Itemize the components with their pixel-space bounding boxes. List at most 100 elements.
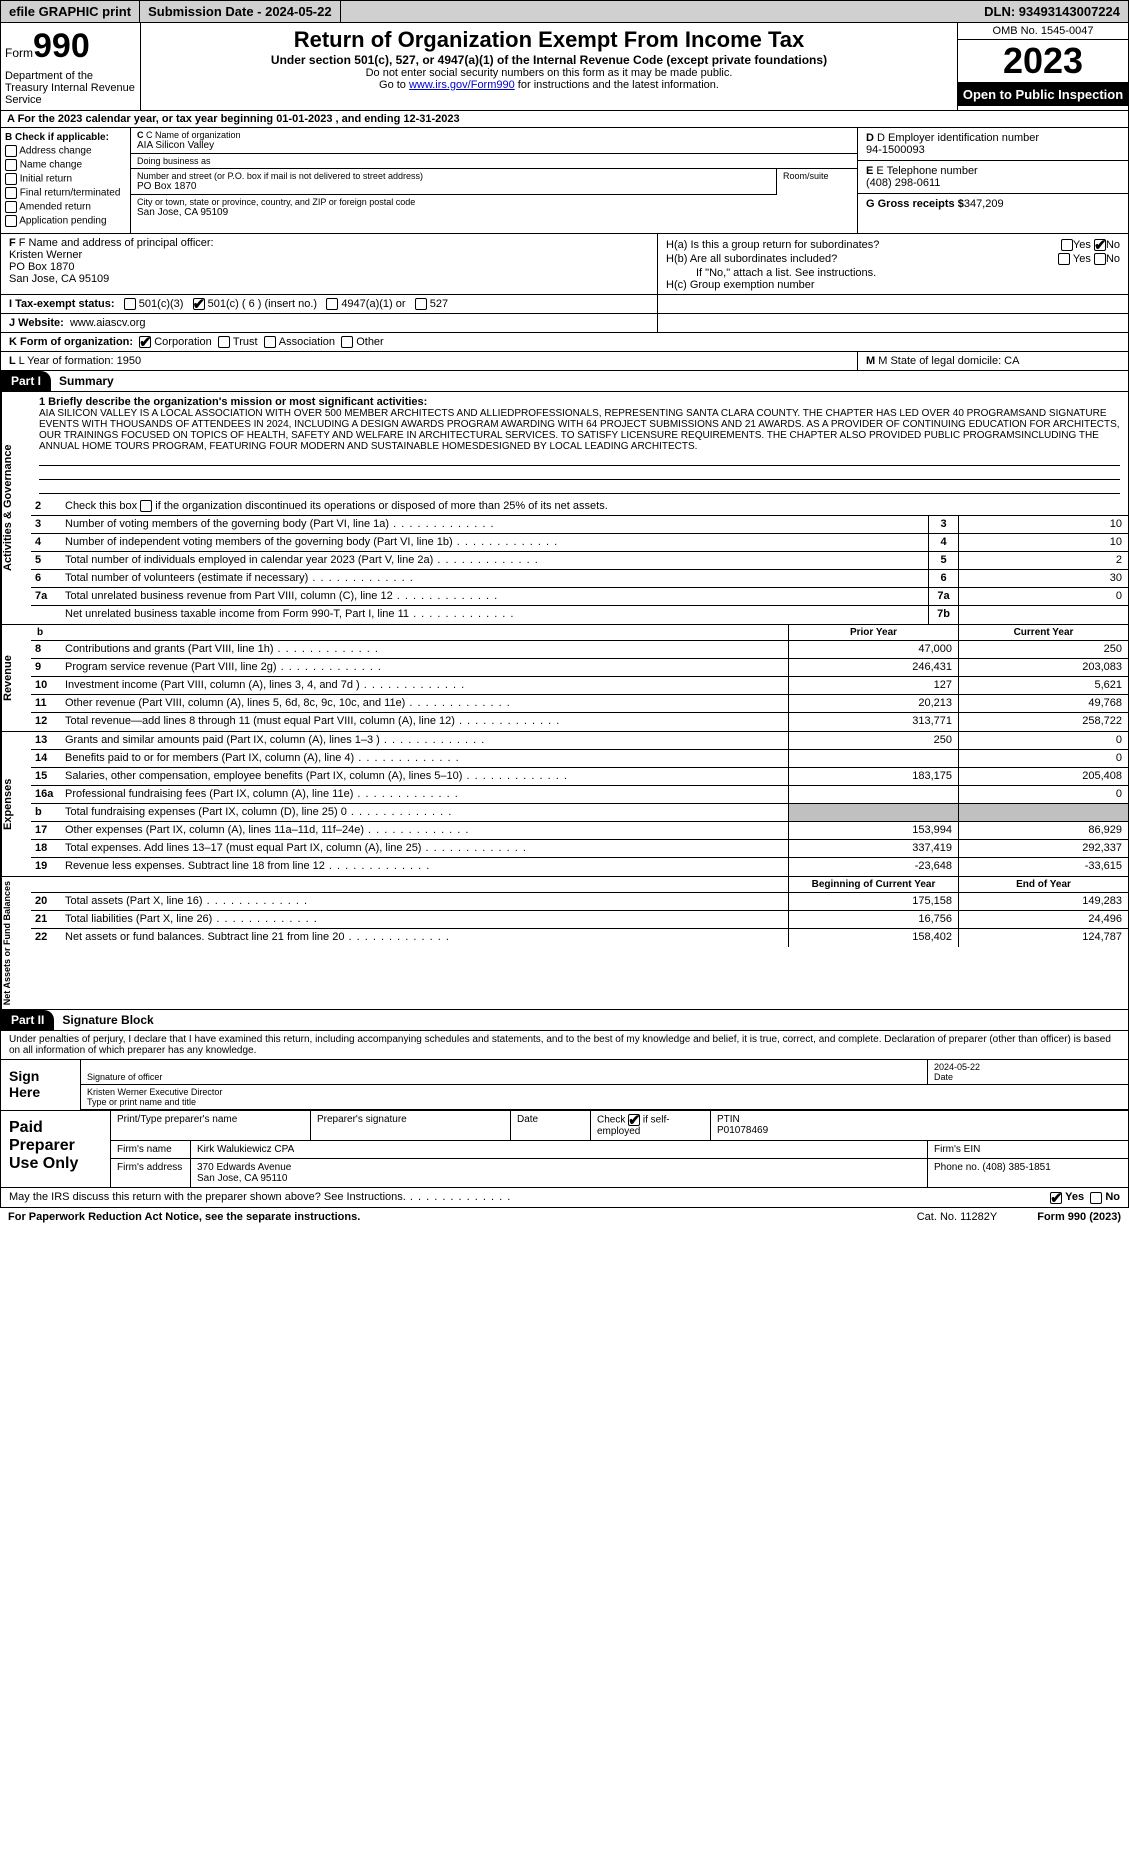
irs-discuss-question: May the IRS discuss this return with the… [0, 1188, 1129, 1207]
hc-label: H(c) Group exemption number [666, 279, 1120, 291]
ha-label: H(a) Is this a group return for subordin… [666, 239, 879, 251]
title-block: Return of Organization Exempt From Incom… [141, 23, 958, 110]
chk-other[interactable] [341, 336, 353, 348]
chk-trust[interactable] [218, 336, 230, 348]
chk-name-change[interactable]: Name change [5, 159, 126, 171]
table-row: 8 Contributions and grants (Part VIII, l… [31, 641, 1128, 659]
expenses-label: Expenses [1, 732, 31, 876]
prep-sig-hdr: Preparer's signature [311, 1111, 511, 1140]
tax-year: 2023 [958, 40, 1128, 83]
line-text: Total revenue—add lines 8 through 11 (mu… [61, 713, 788, 731]
line-text: Total fundraising expenses (Part IX, col… [61, 804, 788, 821]
table-row: 12 Total revenue—add lines 8 through 11 … [31, 713, 1128, 731]
current-value: 124,787 [958, 929, 1128, 947]
chk-assoc[interactable] [264, 336, 276, 348]
current-value: 5,621 [958, 677, 1128, 694]
footer: For Paperwork Reduction Act Notice, see … [0, 1208, 1129, 1226]
form-title: Return of Organization Exempt From Incom… [149, 27, 949, 53]
table-row: 10 Investment income (Part VIII, column … [31, 677, 1128, 695]
signature-block: Under penalties of perjury, I declare th… [0, 1031, 1129, 1111]
revenue-label: Revenue [1, 625, 31, 731]
table-row: 16a Professional fundraising fees (Part … [31, 786, 1128, 804]
expenses-section: Expenses 13 Grants and similar amounts p… [0, 732, 1129, 877]
officer-street: PO Box 1870 [9, 261, 649, 273]
omb-number: OMB No. 1545-0047 [958, 23, 1128, 40]
sig-officer-label: Signature of officer [87, 1072, 162, 1082]
col-f: F F Name and address of principal office… [1, 234, 658, 294]
name-title-label: Type or print name and title [87, 1097, 196, 1107]
col-h: H(a) Is this a group return for subordin… [658, 234, 1128, 294]
firm-addr2: San Jose, CA 95110 [197, 1173, 287, 1184]
part1-title: Summary [51, 371, 1128, 391]
table-row: Net unrelated business taxable income fr… [31, 606, 1128, 624]
efile-label: efile GRAPHIC print [1, 1, 140, 22]
org-name: AIA Silicon Valley [137, 140, 851, 151]
part2-badge: Part II [1, 1010, 54, 1030]
chk-4947[interactable] [326, 298, 338, 310]
year-formation: L L Year of formation: 1950 [1, 352, 858, 370]
part1-header: Part I Summary [0, 371, 1129, 392]
firm-ein-label: Firm's EIN [928, 1141, 1128, 1158]
chk-self-employed[interactable] [628, 1114, 640, 1126]
chk-corp[interactable] [139, 336, 151, 348]
hb-note: If "No," attach a list. See instructions… [666, 267, 1120, 279]
line-text: Investment income (Part VIII, column (A)… [61, 677, 788, 694]
tel-value: (408) 298-0611 [866, 177, 1120, 189]
sig-date: 2024-05-22 [934, 1062, 980, 1072]
table-row: 3 Number of voting members of the govern… [31, 516, 1128, 534]
firm-name: Kirk Walukiewicz CPA [191, 1141, 928, 1158]
line-box: 7b [928, 606, 958, 624]
table-row: 7a Total unrelated business revenue from… [31, 588, 1128, 606]
irs-link[interactable]: www.irs.gov/Form990 [409, 79, 515, 91]
gross-label: G Gross receipts $ [866, 198, 964, 210]
line-text: Grants and similar amounts paid (Part IX… [61, 732, 788, 749]
chk-discontinued[interactable] [140, 500, 152, 512]
current-value: 86,929 [958, 822, 1128, 839]
prior-value: 250 [788, 732, 958, 749]
current-value: 24,496 [958, 911, 1128, 928]
chk-initial-return[interactable]: Initial return [5, 173, 126, 185]
chk-501c3[interactable] [124, 298, 136, 310]
governance-label: Activities & Governance [1, 392, 31, 624]
hb-no[interactable] [1094, 253, 1106, 265]
chk-final-return[interactable]: Final return/terminated [5, 187, 126, 199]
line-value: 10 [958, 534, 1128, 551]
line-text: Total number of volunteers (estimate if … [61, 570, 928, 587]
discuss-yes[interactable] [1050, 1192, 1062, 1204]
governance-section: Activities & Governance 1 Briefly descri… [0, 392, 1129, 625]
firm-name-label: Firm's name [111, 1141, 191, 1158]
i-label: I Tax-exempt status: [9, 298, 115, 310]
line-text: Salaries, other compensation, employee b… [61, 768, 788, 785]
line2-text: Check this box if the organization disco… [61, 498, 1128, 515]
prior-value: 20,213 [788, 695, 958, 712]
dln: DLN: 93493143007224 [976, 1, 1128, 22]
table-row: 22 Net assets or fund balances. Subtract… [31, 929, 1128, 947]
current-value: 0 [958, 750, 1128, 767]
line-text: Other revenue (Part VIII, column (A), li… [61, 695, 788, 712]
discuss-no[interactable] [1090, 1192, 1102, 1204]
netassets-section: Net Assets or Fund Balances Beginning of… [0, 877, 1129, 1010]
mission-block: 1 Briefly describe the organization's mi… [31, 392, 1128, 498]
ha-yes[interactable] [1061, 239, 1073, 251]
table-row: 15 Salaries, other compensation, employe… [31, 768, 1128, 786]
current-value: 205,408 [958, 768, 1128, 785]
city-label: City or town, state or province, country… [137, 197, 851, 207]
ha-no[interactable] [1094, 239, 1106, 251]
mission-text: AIA SILICON VALLEY IS A LOCAL ASSOCIATIO… [39, 408, 1120, 452]
chk-address-change[interactable]: Address change [5, 145, 126, 157]
ptin-label: PTIN [717, 1114, 740, 1125]
chk-501c[interactable] [193, 298, 205, 310]
row-a: A For the 2023 calendar year, or tax yea… [0, 111, 1129, 128]
line-value: 0 [958, 588, 1128, 605]
line-text: Net unrelated business taxable income fr… [61, 606, 928, 624]
row-j: J Website: www.aiascv.org [0, 314, 1129, 333]
mission-label: 1 Briefly describe the organization's mi… [39, 396, 427, 408]
website: www.aiascv.org [70, 317, 146, 329]
line-text: Total number of individuals employed in … [61, 552, 928, 569]
chk-527[interactable] [415, 298, 427, 310]
chk-amended[interactable]: Amended return [5, 201, 126, 213]
city-value: San Jose, CA 95109 [137, 207, 851, 218]
hb-yes[interactable] [1058, 253, 1070, 265]
chk-app-pending[interactable]: Application pending [5, 215, 126, 227]
street-value: PO Box 1870 [137, 181, 770, 192]
